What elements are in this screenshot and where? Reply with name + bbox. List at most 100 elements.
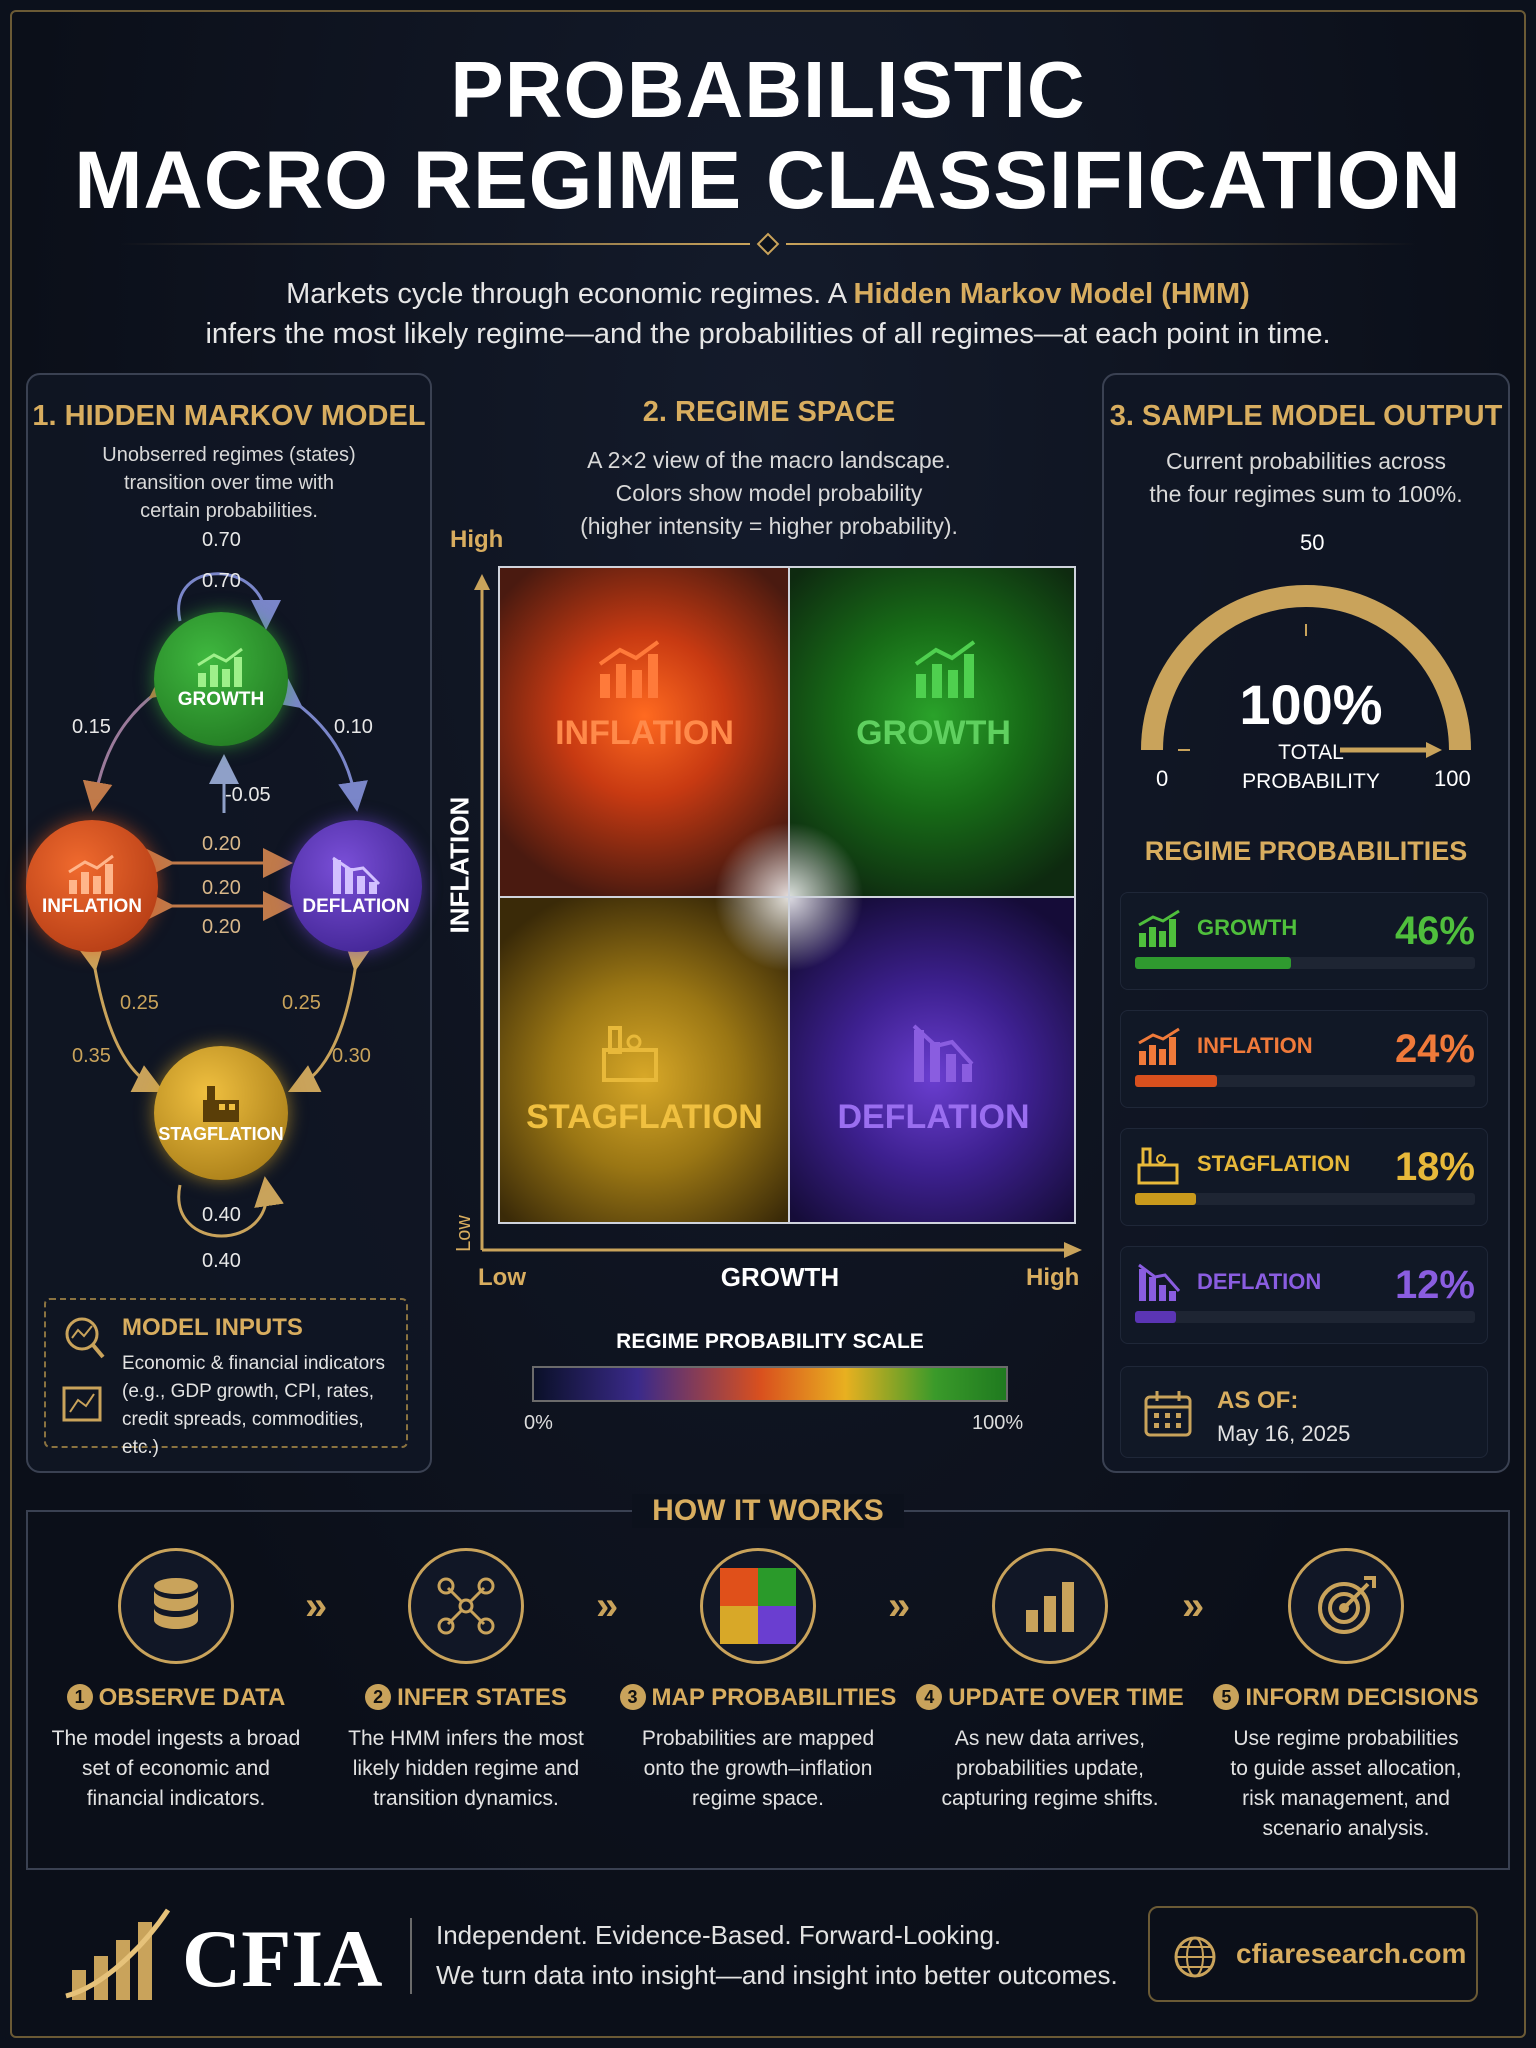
gauge-max-label: 100 (1434, 766, 1471, 791)
center-label: -0.05 (225, 784, 271, 806)
step-1-desc: The model ingests a broad set of economic… (51, 1727, 301, 1810)
quadrant-deflation-label: DEFLATION (837, 1098, 1030, 1136)
gauge-value: 100% (1239, 673, 1383, 736)
stag-self-bottom-label: 0.40 (202, 1250, 241, 1272)
growth-chart-icon (197, 647, 243, 687)
target-icon (1318, 1576, 1376, 1634)
growth-self-loop (177, 572, 281, 630)
stag-self-inner-label: 0.40 (202, 1204, 241, 1226)
intro-line2: infers the most likely regime—and the pr… (205, 318, 1331, 350)
deflation-small-chart-icon (1138, 1263, 1181, 1301)
output-panel-desc: Current probabilities across the four re… (1149, 448, 1463, 507)
regime-prob-track (1135, 957, 1475, 969)
i-to-s-inner-label: 0.25 (120, 992, 159, 1014)
growth-self-inner-label: 0.70 (202, 570, 241, 592)
regime-prob-bar (1135, 1075, 1217, 1087)
inflation-chart-icon (68, 854, 114, 894)
growth-deflation-arrow (270, 678, 368, 812)
step-5-desc: Use regime probabilities to guide asset a… (1230, 1727, 1462, 1840)
regime-prob-name: STAGFLATION (1197, 1151, 1351, 1176)
step-4-desc: As new data arrives, probabilities update… (941, 1727, 1159, 1810)
inflation-node: INFLATION (26, 820, 158, 952)
step-3-icon-circle (700, 1548, 816, 1664)
stagflation-quad-icon (602, 1026, 658, 1082)
page-title-line1: PROBABILISTIC (450, 45, 1086, 134)
how-it-works-title: HOW IT WORKS (632, 1494, 904, 1528)
globe-icon (1174, 1936, 1216, 1978)
id-label-3: 0.20 (202, 916, 241, 938)
step-1-icon-circle (118, 1548, 234, 1664)
intro-line1: Markets cycle through economic regimes. … (286, 278, 1250, 310)
as-of-label: AS OF: (1217, 1387, 1299, 1414)
regime-axes (474, 574, 1082, 1258)
regime-prob-name: INFLATION (1197, 1033, 1313, 1058)
hmm-panel-title: 1. HIDDEN MARKOV MODEL (32, 400, 426, 432)
tagline-2: We turn data into insight—and insight in… (436, 1960, 1118, 1990)
y-high-label: High (450, 526, 504, 553)
stagflation-small-chart-icon (1137, 1147, 1179, 1185)
magnifier-chart-icon (65, 1317, 105, 1359)
title-divider-right (786, 243, 1416, 245)
d-to-s-inner-label: 0.25 (282, 992, 321, 1014)
id-label-2: 0.20 (202, 877, 241, 899)
footer-divider (26, 1868, 1510, 1870)
x-axis-label: GROWTH (720, 1262, 840, 1292)
regime-prob-track (1135, 1311, 1475, 1323)
model-inputs-box: MODEL INPUTS Economic & financial indica… (44, 1298, 408, 1458)
step-3-desc: Probabilities are mapped onto the growth–… (641, 1727, 875, 1810)
regime-prob-row-stagflation: STAGFLATION 18% (1120, 1128, 1488, 1226)
map-icon (62, 1386, 102, 1422)
stagflation-node: STAGFLATION (154, 1046, 288, 1180)
regime-prob-pct: 46% (1394, 909, 1475, 953)
regime-prob-pct: 24% (1394, 1027, 1475, 1071)
growth-node: GROWTH (154, 612, 288, 746)
quadrant-growth-label: GROWTH (856, 714, 1011, 752)
g-to-i-label: 0.15 (72, 716, 111, 738)
probability-scale-bar (532, 1366, 1008, 1402)
x-low-label: Low (478, 1264, 526, 1291)
title-divider-left (120, 243, 750, 245)
deflation-quad-icon (912, 1024, 974, 1082)
growth-inflation-arrow (82, 668, 182, 812)
regime-prob-row-inflation: INFLATION 24% (1120, 1010, 1488, 1108)
x-high-label: High (1026, 1264, 1080, 1291)
growth-self-top-label: 0.70 (202, 529, 241, 551)
hmm-panel-desc: Unobserred regimes (states) transition o… (102, 444, 356, 522)
regime-prob-track (1135, 1193, 1475, 1205)
inflation-quad-icon (598, 640, 660, 698)
footer-vertical-divider (410, 1918, 412, 1994)
g-to-d-label: 0.10 (334, 716, 373, 738)
how-right-border (1508, 1510, 1510, 1870)
step-number-badge: 1 (66, 1684, 93, 1710)
regime-panel-desc: A 2×2 view of the macro landscape. Color… (580, 447, 958, 539)
step-4-icon-circle (992, 1548, 1108, 1664)
growth-node-label: GROWTH (177, 689, 265, 710)
step-3-title: 3 MAP PROBABILITIES (608, 1684, 908, 1712)
tagline-1: Independent. Evidence-Based. Forward-Loo… (436, 1920, 1002, 1950)
brand-name: CFIA (182, 1913, 383, 2004)
step-chevron-icon: » (888, 1584, 911, 1628)
inflation-node-label: INFLATION (42, 896, 142, 917)
step-chevron-icon: » (305, 1584, 328, 1628)
hmm-panel: 1. HIDDEN MARKOV MODEL Unobserred regime… (26, 373, 432, 1473)
how-left-border (26, 1510, 28, 1870)
regime-prob-name: GROWTH (1197, 915, 1298, 940)
regime-grid: INFLATION GROWTH STAGFLATION DEFLATION (498, 566, 1076, 1224)
step-2-desc: The HMM infers the most likely hidden reg… (348, 1727, 584, 1810)
output-panel-title: 3. SAMPLE MODEL OUTPUT (1109, 400, 1503, 432)
grid-hline (500, 896, 1074, 898)
gauge-caption: TOTAL PROBABILITY (1242, 741, 1380, 793)
as-of-box: AS OF: May 16, 2025 (1120, 1366, 1488, 1458)
probability-gauge (1141, 585, 1471, 758)
cfia-logo-icon (65, 1908, 171, 2000)
deflation-node-label: DEFLATION (302, 896, 410, 917)
step-number-badge: 5 (1213, 1684, 1240, 1710)
calendar-icon (1144, 1391, 1192, 1437)
regime-prob-bar (1135, 1311, 1176, 1323)
growth-small-chart-icon (1138, 909, 1180, 947)
i-to-s-outer-label: 0.35 (72, 1045, 111, 1067)
website-link[interactable]: cfiaresearch.com (1148, 1906, 1478, 2002)
step-5-icon-circle (1288, 1548, 1404, 1664)
regime-prob-track (1135, 1075, 1475, 1087)
gauge-mid-label: 50 (1300, 530, 1325, 555)
